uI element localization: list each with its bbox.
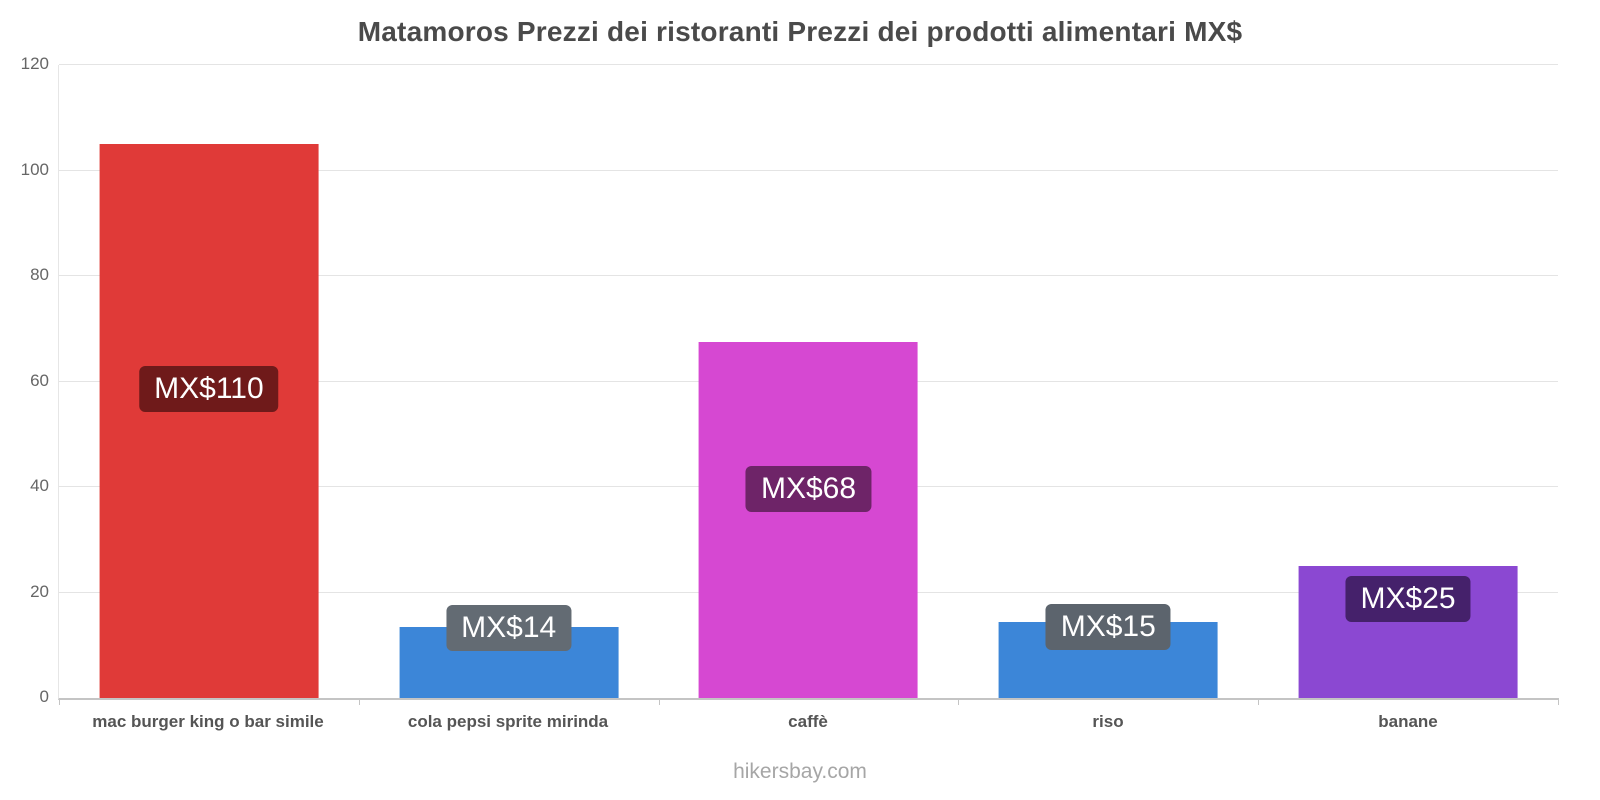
- value-label: MX$15: [1045, 604, 1171, 651]
- gridline: [59, 275, 1558, 276]
- value-label: MX$25: [1345, 576, 1471, 623]
- x-axis-tick: [658, 698, 660, 705]
- value-label: MX$68: [745, 466, 872, 513]
- chart-title: Matamoros Prezzi dei ristoranti Prezzi d…: [357, 16, 1243, 47]
- y-axis-tick-label: 120: [20, 54, 49, 73]
- x-axis-category-label: cola pepsi sprite mirinda: [407, 712, 609, 731]
- gridline: [59, 169, 1558, 171]
- x-axis-category-label: riso: [1092, 712, 1124, 731]
- bar-column: MX$110: [59, 65, 359, 698]
- x-axis-tick: [958, 698, 960, 705]
- x-axis-category-label: banane: [1378, 712, 1438, 731]
- gridline: [59, 64, 1558, 65]
- bar: [99, 144, 319, 698]
- value-label: MX$14: [446, 605, 572, 652]
- x-axis-tick: [358, 698, 360, 705]
- bar-column: MX$15: [958, 65, 1258, 698]
- bar-column: MX$68: [659, 65, 959, 698]
- footer-credit: hikersbay.com: [733, 760, 867, 783]
- y-axis-tick-label: 20: [30, 581, 49, 601]
- x-axis-labels: mac burger king o bar simile cola pepsi s…: [58, 712, 1558, 732]
- y-axis-tick-label: 0: [39, 687, 49, 706]
- plot-area: 0 20 40 60 80 100 120 MX$110 MX$14 MX$68 MX$15 MX$2…: [21, 54, 1559, 706]
- y-axis-tick-label: 80: [30, 265, 49, 285]
- value-label: MX$110: [139, 366, 279, 413]
- y-axis-tick-label: 100: [20, 159, 49, 179]
- bars-container: MX$110 MX$14 MX$68 MX$15 MX$25: [59, 65, 1558, 698]
- y-axis-tick-label: 40: [30, 476, 49, 496]
- bar: [699, 341, 918, 698]
- bar-column: MX$25: [1258, 65, 1558, 698]
- y-axis-tick-label: 60: [30, 370, 49, 390]
- x-axis-category-label: caffè: [788, 712, 828, 731]
- x-axis-tick: [1258, 698, 1260, 705]
- x-axis-tick: [1558, 698, 1559, 705]
- x-axis-tick: [59, 698, 60, 705]
- bar-column: MX$14: [359, 65, 659, 698]
- x-axis-category-label: mac burger king o bar simile: [92, 712, 324, 731]
